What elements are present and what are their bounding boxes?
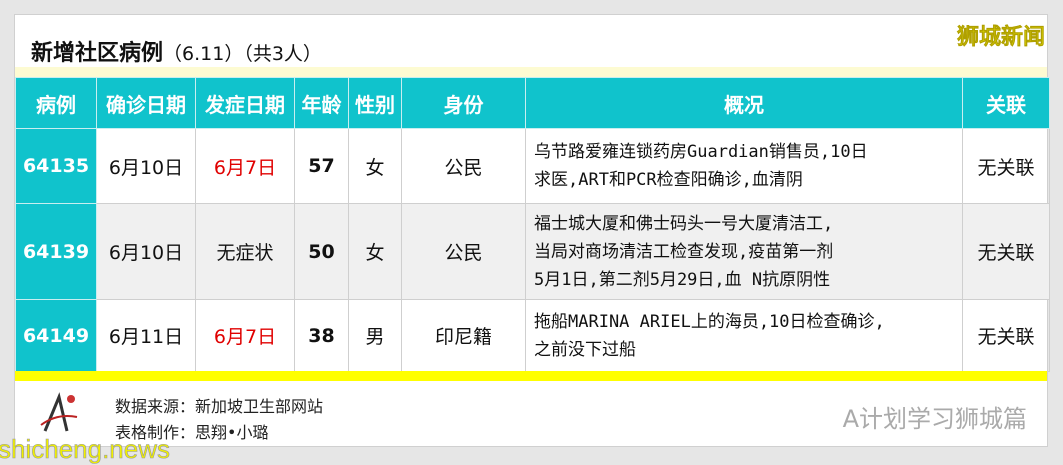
summary-line: 拖船MARINA ARIEL上的海员,10日检查确诊, bbox=[534, 311, 885, 332]
table-row: 64139 6月10日 无症状 50 女公民 福士城大厦和佛士码头一号大厦清洁工, 当局对商… bbox=[15, 203, 1050, 300]
column-header: 发症日期 bbox=[195, 77, 295, 129]
summary-line: 乌节路爱雍连锁药房Guardian销售员,10日 bbox=[534, 142, 868, 162]
page-title: 新增社区病例（6.11）（共3人） bbox=[31, 41, 322, 66]
summary-line: 之前没下过船 bbox=[534, 339, 636, 360]
confirmed-date: 6月10日 bbox=[96, 203, 196, 300]
column-header: 性别 bbox=[348, 77, 402, 129]
onset-date: 无症状 bbox=[195, 203, 295, 300]
column-header: 概况 bbox=[525, 77, 963, 129]
title-date: （6.11） bbox=[163, 43, 244, 65]
age: 57 bbox=[294, 128, 349, 204]
case-id: 64149 bbox=[15, 299, 97, 372]
summary: 乌节路爱雍连锁药房Guardian销售员,10日 求医,ART和PCR检查阳确诊,… bbox=[525, 128, 963, 204]
age: 38 bbox=[294, 299, 349, 372]
footer: 数据来源：新加坡卫生部网站 表格制作：思翔•小璐 A计划学习狮城篇 bbox=[15, 383, 1047, 447]
status: 公民 bbox=[401, 128, 526, 204]
divider bbox=[15, 67, 1047, 77]
status: 公民 bbox=[401, 203, 526, 300]
summary-line: 5月1日,第二剂5月29日,血 N抗原阴性 bbox=[534, 269, 831, 290]
confirmed-date: 6月11日 bbox=[96, 299, 196, 372]
title-count: （共3人） bbox=[243, 43, 322, 65]
onset-date: 6月7日 bbox=[195, 128, 295, 204]
column-header: 关联 bbox=[962, 77, 1050, 129]
age: 50 bbox=[294, 203, 349, 300]
column-header: 身份 bbox=[401, 77, 526, 129]
case-table-panel: 新增社区病例（6.11）（共3人） 狮城新闻 病例 确诊日期 发症日期 年龄 性别 身份概… bbox=[14, 14, 1050, 447]
link: 无关联 bbox=[962, 203, 1050, 300]
yellow-bar bbox=[15, 371, 1047, 381]
case-id: 64139 bbox=[15, 203, 97, 300]
wechat-watermark: A计划学习狮城篇 bbox=[842, 405, 1027, 433]
table-maker: 表格制作：思翔•小璐 bbox=[115, 423, 269, 442]
table-row: 64135 6月10日 6月7日 57 女公民 乌节路爱雍连锁药房Guardian销售员,… bbox=[15, 128, 1050, 204]
summary-line: 福士城大厦和佛士码头一号大厦清洁工, bbox=[534, 213, 834, 234]
a-plan-logo-icon bbox=[40, 392, 78, 432]
site-watermark: shicheng.news bbox=[0, 434, 170, 465]
brand-logo: 狮城新闻 bbox=[956, 25, 1046, 51]
column-header: 病例 bbox=[15, 77, 97, 129]
status: 印尼籍 bbox=[401, 299, 526, 372]
cases-table: 病例 确诊日期 发症日期 年龄 性别 身份 概况 关联 64135 6月10日 6月7日 57 女公民… bbox=[15, 77, 1050, 372]
gender: 女 bbox=[348, 128, 402, 204]
data-source: 数据来源：新加坡卫生部网站 bbox=[115, 397, 324, 416]
gender: 男 bbox=[348, 299, 402, 372]
summary: 拖船MARINA ARIEL上的海员,10日检查确诊, 之前没下过船 bbox=[525, 299, 963, 372]
link: 无关联 bbox=[962, 299, 1050, 372]
onset-date: 6月7日 bbox=[195, 299, 295, 372]
gender: 女 bbox=[348, 203, 402, 300]
summary-line: 求医,ART和PCR检查阳确诊,血清阴 bbox=[534, 170, 803, 190]
column-header: 年龄 bbox=[294, 77, 349, 129]
column-header: 确诊日期 bbox=[96, 77, 196, 129]
table-row: 64149 6月11日 6月7日 38 男印尼籍 拖船MARINA ARIEL上的海员,1… bbox=[15, 299, 1050, 372]
summary-line: 当局对商场清洁工检查发现,疫苗第一剂 bbox=[534, 241, 834, 262]
case-id: 64135 bbox=[15, 128, 97, 204]
confirmed-date: 6月10日 bbox=[96, 128, 196, 204]
link: 无关联 bbox=[962, 128, 1050, 204]
summary: 福士城大厦和佛士码头一号大厦清洁工, 当局对商场清洁工检查发现,疫苗第一剂 5月1日… bbox=[525, 203, 963, 300]
